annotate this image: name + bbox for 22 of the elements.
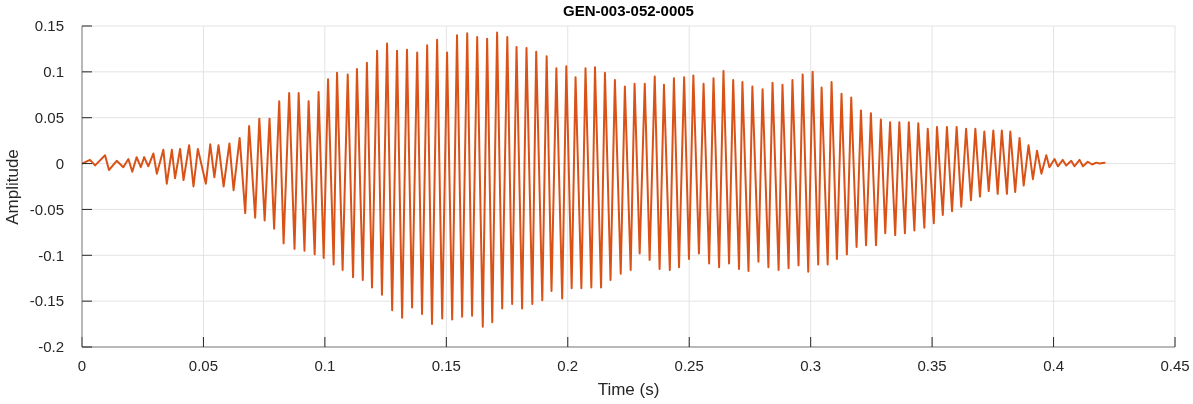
x-axis-title: Time (s): [596, 380, 661, 400]
y-tick-label: -0.15: [29, 292, 64, 310]
x-tick-label: 0.4: [1043, 356, 1064, 374]
x-tick-label: 0: [77, 356, 87, 374]
y-tick-label: 0: [55, 154, 64, 172]
x-tick-label: 0.45: [1160, 356, 1190, 374]
x-tick-label: 0.05: [188, 356, 219, 374]
y-tick-label: -0.1: [38, 246, 64, 264]
x-tick-label: 0.1: [314, 356, 336, 374]
y-tick-label: 0.15: [34, 17, 64, 35]
y-axis-title: Amplitude: [3, 148, 23, 225]
x-tick-label: 0.3: [800, 356, 822, 374]
y-tick-label: 0.1: [43, 63, 64, 81]
x-tick-label: 0.2: [557, 356, 579, 374]
y-tick-label: 0.05: [34, 109, 64, 127]
y-tick-label: -0.05: [29, 200, 64, 218]
line-series: [82, 31, 1106, 328]
x-tick-label: 0.15: [431, 356, 461, 374]
y-tick-label: -0.2: [38, 338, 64, 356]
chart-title: GEN-003-052-0005: [562, 2, 695, 20]
x-tick-label: 0.25: [674, 356, 704, 374]
x-tick-label: 0.35: [917, 356, 947, 374]
